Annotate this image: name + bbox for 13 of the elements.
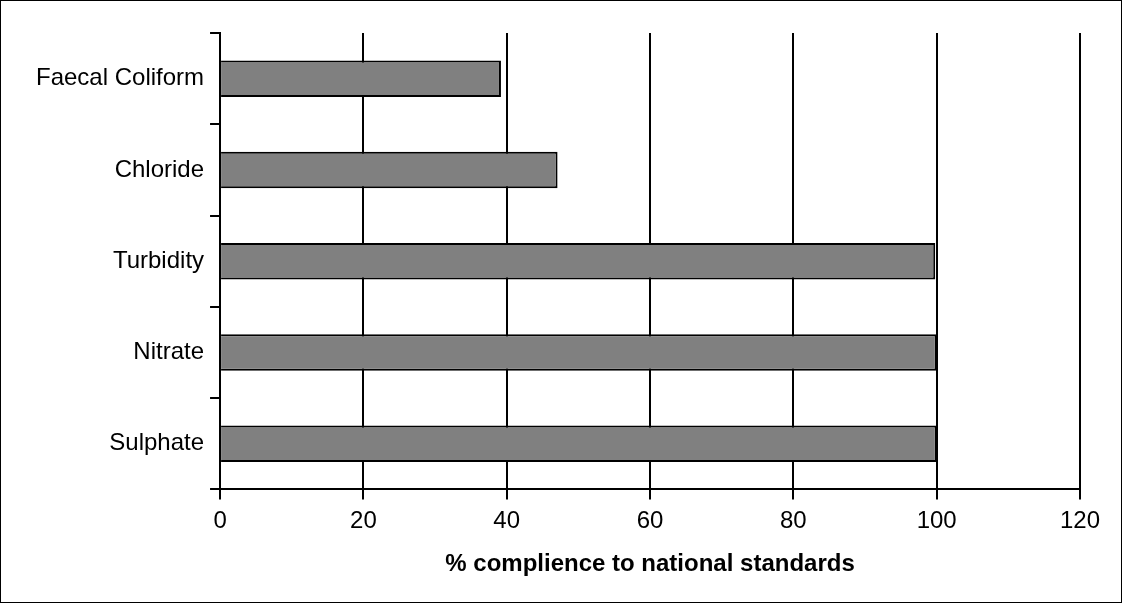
y-tick-label: Chloride	[114, 154, 205, 182]
x-tick-label: 100	[916, 506, 957, 534]
x-tick-label: 60	[636, 506, 664, 534]
x-axis-title: % complience to national standards	[445, 549, 855, 577]
x-tick-label: 80	[780, 506, 807, 534]
y-tick-label: Nitrate	[133, 337, 205, 365]
x-tick-label: 0	[213, 506, 227, 534]
x-tick-label: 40	[493, 506, 521, 534]
y-tick-label: Turbidity	[112, 245, 205, 273]
y-tick-label: Faecal Coliform	[36, 63, 205, 91]
x-tick-label: 120	[1059, 506, 1101, 534]
y-tick-label: Sulphate	[109, 428, 205, 456]
x-tick-label: 20	[350, 506, 377, 534]
